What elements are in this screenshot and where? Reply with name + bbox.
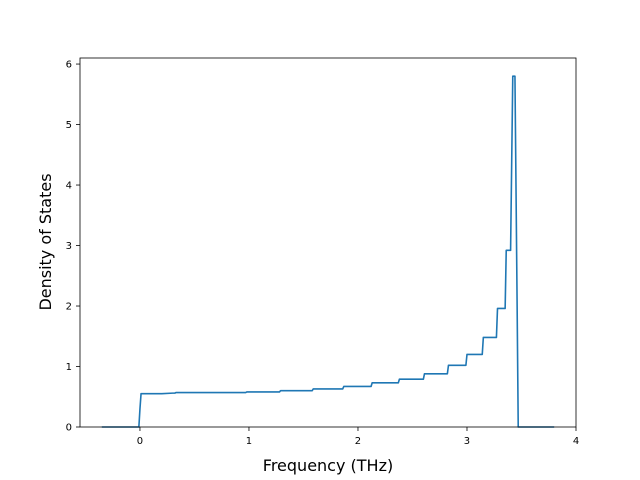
plot-frame	[79, 57, 577, 428]
y-tick-label: 3	[66, 241, 72, 252]
y-tick-label: 4	[66, 181, 72, 192]
x-tick-label: 2	[355, 436, 361, 447]
y-tick-label: 1	[66, 362, 72, 373]
x-axis-label: Frequency (THz)	[263, 456, 393, 475]
y-tick-label: 0	[66, 423, 72, 434]
y-axis-label: Density of States	[36, 173, 55, 310]
x-tick-label: 4	[573, 436, 579, 447]
x-tick-label: 3	[464, 436, 470, 447]
y-tick-label: 5	[66, 120, 72, 131]
x-tick-label: 0	[137, 436, 143, 447]
y-tick-label: 6	[66, 60, 72, 71]
tick-layer: 0 1 2 3 4 0 1 2 3 4 5 6	[66, 60, 580, 447]
x-tick-label: 1	[246, 436, 252, 447]
series-layer	[101, 75, 555, 428]
y-tick-label: 2	[66, 302, 72, 313]
dos-series-line	[101, 75, 555, 428]
